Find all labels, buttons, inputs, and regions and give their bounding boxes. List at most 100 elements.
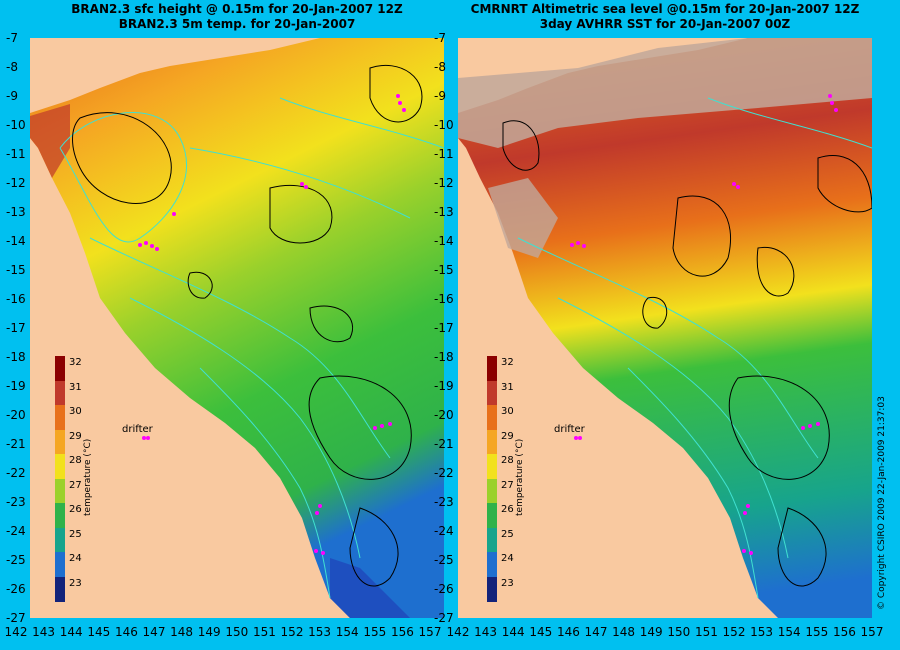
colorbar-tick-label: 25 [501, 528, 514, 540]
colorbar-tick-label: 25 [69, 528, 82, 540]
colorbar-segment [487, 576, 497, 602]
latitude-label: -14 [434, 234, 454, 248]
colorbar-segment [487, 527, 497, 553]
warm-patch [30, 104, 70, 178]
longitude-label: 150 [225, 625, 249, 639]
longitude-label: 153 [750, 625, 774, 639]
latitude-label: -12 [6, 176, 26, 190]
latitude-label: -21 [434, 437, 454, 451]
longitude-label: 142 [446, 625, 470, 639]
colorbar-segment [487, 478, 497, 504]
latitude-label: -24 [6, 524, 26, 538]
colorbar-segment [55, 576, 65, 602]
latitude-label: -13 [434, 205, 454, 219]
longitude-label: 145 [529, 625, 553, 639]
latitude-label: -8 [6, 60, 18, 74]
latitude-label: -24 [434, 524, 454, 538]
colorbar-tick-label: 23 [501, 577, 514, 589]
latitude-label: -18 [6, 350, 26, 364]
longitude-label: 150 [667, 625, 691, 639]
bathymetry-contours [517, 97, 872, 599]
latitude-label: -9 [6, 89, 18, 103]
left-map [30, 38, 444, 618]
colorbar-segment [55, 380, 65, 406]
latitude-label: -17 [6, 321, 26, 335]
drifter-tracks [570, 94, 838, 555]
left-map-svg [30, 38, 444, 618]
drifter-tracks [138, 94, 406, 555]
colorbar-tick-label: 26 [69, 504, 82, 515]
longitude-label: 154 [777, 625, 801, 639]
latitude-label: -19 [6, 379, 26, 393]
colorbar-segment [487, 552, 497, 577]
longitude-label: 144 [59, 625, 83, 639]
longitude-label: 151 [694, 625, 718, 639]
latitude-label: -11 [6, 147, 26, 161]
copyright-text: © Copyright CSIRO 2009 22-Jan-2009 21:37… [877, 396, 887, 610]
latitude-label: -21 [6, 437, 26, 451]
colorbar-title: temperature (°C) [83, 438, 93, 516]
colorbar-tick-label: 26 [501, 504, 514, 515]
colorbar-tick-label: 27 [501, 479, 514, 491]
latitude-label: -20 [6, 408, 26, 422]
left-title: BRAN2.3 sfc height @ 0.15m for 20-Jan-20… [30, 2, 444, 32]
longitude-label: 149 [639, 625, 663, 639]
longitude-label: 147 [142, 625, 166, 639]
colorbar-segment [487, 356, 497, 381]
latitude-label: -8 [434, 60, 446, 74]
colorbar-tick-label: 28 [69, 455, 82, 466]
latitude-label: -22 [6, 466, 26, 480]
latitude-label: -12 [434, 176, 454, 190]
longitude-label: 143 [32, 625, 56, 639]
latitude-label: -15 [6, 263, 26, 277]
longitude-label: 155 [363, 625, 387, 639]
left-title-line1: BRAN2.3 sfc height @ 0.15m for 20-Jan-20… [71, 2, 403, 16]
colorbar-tick-label: 30 [69, 406, 82, 417]
longitude-label: 142 [4, 625, 28, 639]
colorbar-segment [55, 527, 65, 553]
latitude-label: -25 [6, 553, 26, 567]
colorbar-tick-label: 32 [69, 357, 82, 368]
sea-height-contours [502, 120, 872, 587]
ocean-area [458, 38, 872, 618]
latitude-label: -25 [434, 553, 454, 567]
drifter-label-left: drifter [122, 424, 153, 435]
longitude-label: 146 [114, 625, 138, 639]
colorbar-segment [487, 503, 497, 528]
right-title: CMRNRT Altimetric sea level @0.15m for 2… [458, 2, 872, 32]
colorbar-tick-label: 23 [69, 577, 82, 589]
longitude-label: 157 [860, 625, 884, 639]
colorbar-tick-label: 30 [501, 406, 514, 417]
latitude-label: -26 [6, 582, 26, 596]
right-title-line2: 3day AVHRR SST for 20-Jan-2007 00Z [539, 17, 791, 31]
longitude-label: 151 [252, 625, 276, 639]
latitude-label: -17 [434, 321, 454, 335]
bathymetry-contours [59, 97, 444, 599]
colorbar-segment [487, 429, 497, 455]
cloud-patch-2 [488, 178, 558, 258]
longitude-label: 146 [556, 625, 580, 639]
colorbar-segment [55, 356, 65, 381]
colorbar-segment [487, 454, 497, 479]
longitude-label: 157 [418, 625, 442, 639]
colorbar-tick-label: 27 [69, 479, 82, 491]
longitude-label: 152 [722, 625, 746, 639]
latitude-label: -7 [434, 31, 446, 45]
latitude-label: -13 [6, 205, 26, 219]
longitude-label: 143 [474, 625, 498, 639]
colorbar-segment [55, 454, 65, 479]
colorbar-tick-label: 24 [501, 553, 514, 564]
left-title-line2: BRAN2.3 5m temp. for 20-Jan-2007 [118, 17, 356, 31]
longitude-label: 155 [805, 625, 829, 639]
right-map [458, 38, 872, 618]
latitude-label: -19 [434, 379, 454, 393]
latitude-label: -15 [434, 263, 454, 277]
latitude-label: -26 [434, 582, 454, 596]
longitude-label: 147 [584, 625, 608, 639]
colorbar-tick-label: 31 [501, 381, 514, 393]
colorbar-tick-label: 29 [69, 430, 82, 442]
colorbar-segment [55, 478, 65, 504]
latitude-label: -14 [6, 234, 26, 248]
longitude-label: 148 [170, 625, 194, 639]
latitude-label: -7 [6, 31, 18, 45]
